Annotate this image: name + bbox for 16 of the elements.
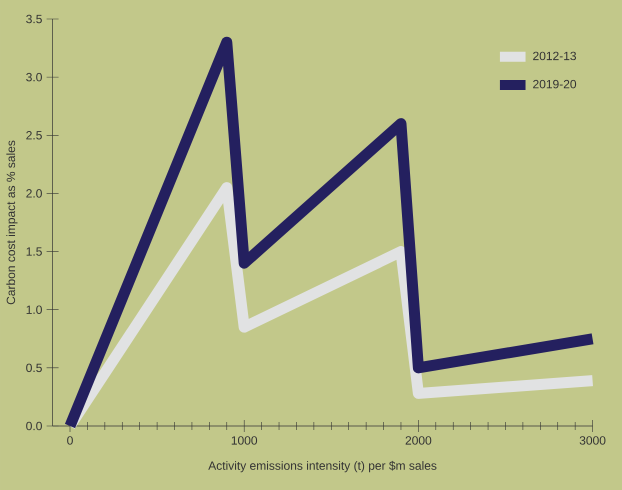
y-tick-label: 2.0 — [26, 189, 42, 198]
y-tick-label: 0.0 — [26, 422, 42, 430]
x-tick-label: 3000 — [580, 436, 606, 445]
y-tick-label: 3.5 — [26, 14, 42, 24]
x-tick-label: 0 — [67, 436, 73, 445]
legend-label: 2019-20 — [533, 80, 576, 88]
x-tick-label: 1000 — [232, 436, 258, 445]
y-tick-label: 1.0 — [26, 305, 42, 314]
x-axis-title: Activity emissions intensity (t) per $m sales — [208, 460, 436, 472]
x-tick-label: 2000 — [406, 436, 432, 445]
y-axis-title: Carbon cost impact as % sales — [6, 140, 18, 304]
y-tick-label: 0.5 — [26, 364, 42, 372]
legend-label: 2012-13 — [533, 52, 576, 60]
y-tick-label: 3.0 — [26, 72, 42, 82]
y-tick-label: 1.5 — [26, 247, 42, 256]
y-tick-label: 2.5 — [26, 131, 42, 140]
